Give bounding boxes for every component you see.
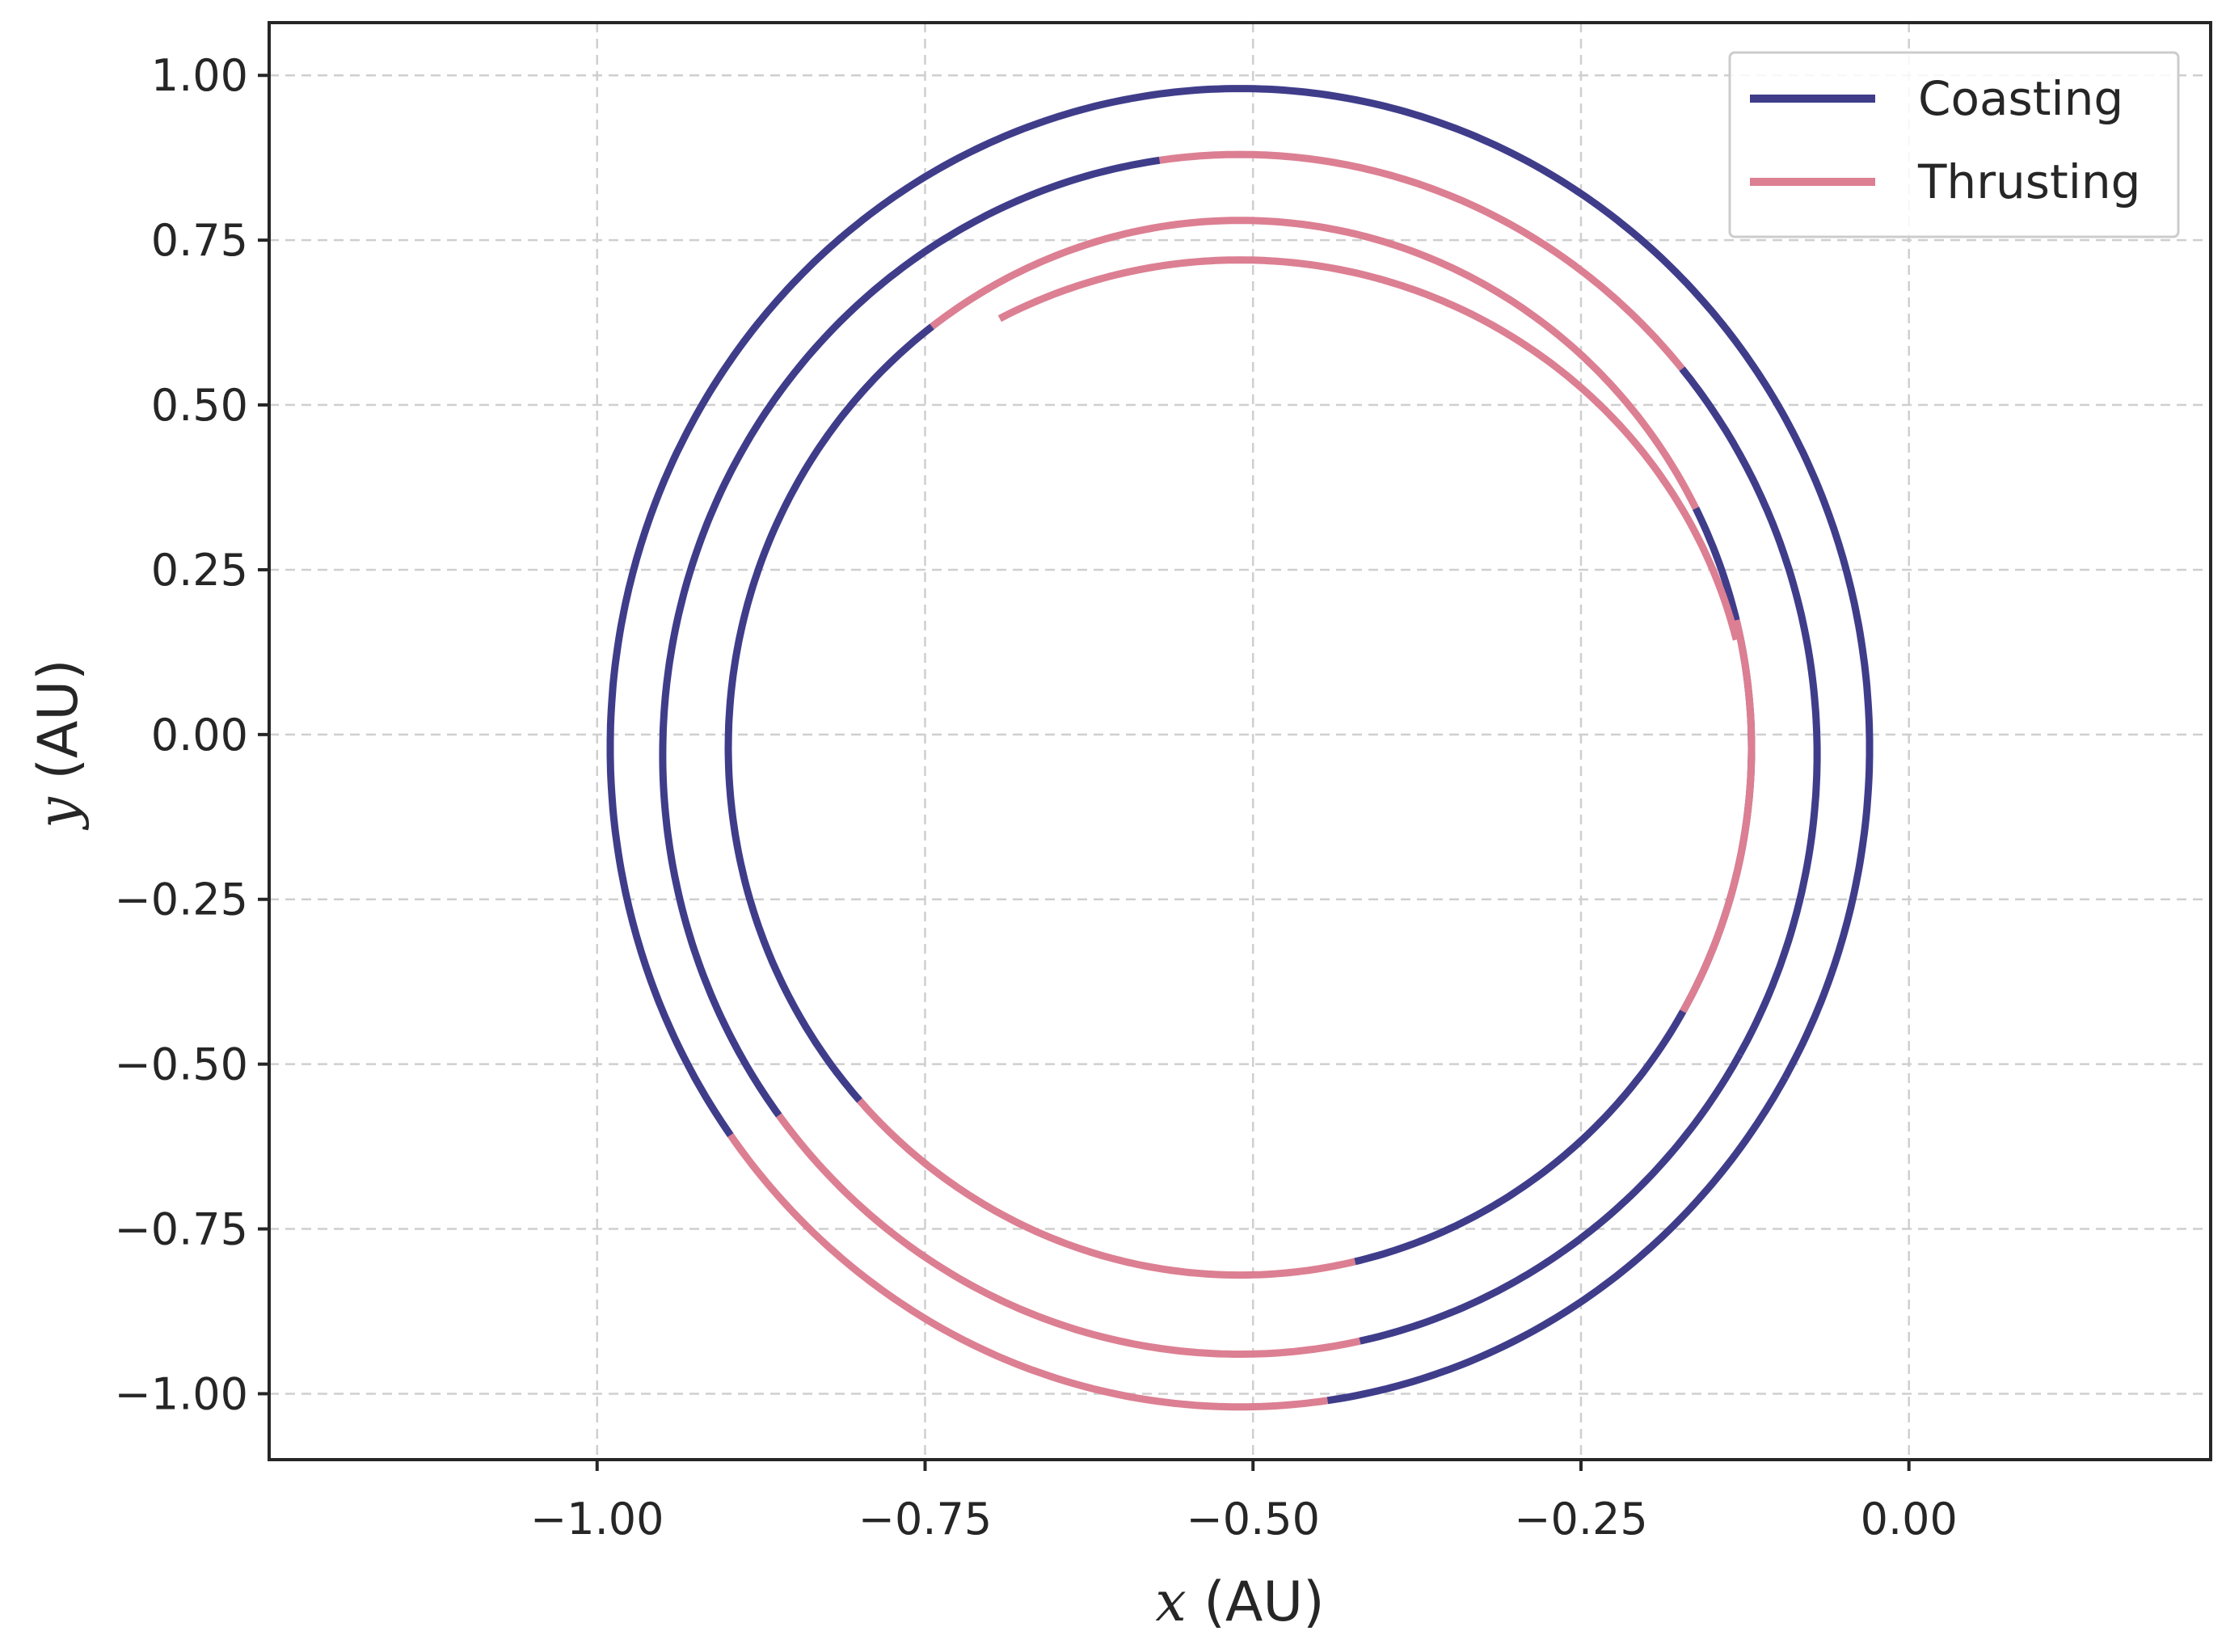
thrusting-segment <box>997 256 1740 641</box>
coasting-segment <box>724 323 934 1103</box>
y-tick-label: −1.00 <box>115 1368 248 1419</box>
thrusting-segment <box>1680 619 1756 1014</box>
x-axis-label: x (AU) <box>1155 1570 1324 1634</box>
y-axis-ticks: 1.00 0.75 0.50 0.25 0.00 −0.25 −0.50 −0.75 −1.00 <box>115 50 269 1419</box>
legend-label-coasting: Coasting <box>1918 71 2123 126</box>
trajectory-lines <box>606 85 1874 1411</box>
y-tick-label: 0.00 <box>151 710 248 761</box>
x-tick-label: −0.75 <box>858 1494 992 1545</box>
y-tick-label: 0.25 <box>151 545 248 596</box>
thrusting-segment <box>930 217 1700 510</box>
plot-frame <box>268 21 2212 1461</box>
grid <box>269 23 2211 1460</box>
x-tick-label: 0.00 <box>1861 1494 1958 1545</box>
y-tick-label: −0.50 <box>115 1039 248 1090</box>
x-tick-label: −1.00 <box>530 1494 664 1545</box>
thrusting-segment <box>727 1133 1329 1411</box>
coasting-segment <box>1240 85 1874 1080</box>
thrusting-segment <box>1159 150 1685 372</box>
coasting-segment <box>659 156 1161 1118</box>
y-tick-label: −0.25 <box>115 874 248 925</box>
coasting-segment <box>606 85 1240 1138</box>
y-tick-label: 0.50 <box>151 380 248 431</box>
coasting-segment <box>1326 1075 1789 1405</box>
y-axis-label: y (AU) <box>27 659 91 830</box>
x-axis-unit: (AU) <box>1187 1570 1325 1634</box>
x-tick-label: −0.50 <box>1186 1494 1319 1545</box>
legend: Coasting Thrusting <box>1728 51 2180 238</box>
y-axis-variable: y <box>27 796 91 831</box>
x-axis-variable: x <box>1155 1570 1186 1634</box>
legend-label-thrusting: Thrusting <box>1917 154 2140 209</box>
y-tick-label: 0.75 <box>151 215 248 266</box>
coasting-segment <box>1679 366 1821 1056</box>
y-tick-label: 1.00 <box>151 50 248 101</box>
thrusting-segment <box>776 1113 1361 1358</box>
y-tick-label: −0.75 <box>115 1204 248 1255</box>
coasting-segment <box>1359 1052 1743 1345</box>
y-axis-unit: (AU) <box>27 659 91 797</box>
coasting-segment <box>1354 1009 1687 1266</box>
x-tick-label: −0.25 <box>1514 1494 1647 1545</box>
x-axis-ticks: −1.00 −0.75 −0.50 −0.25 0.00 <box>530 1460 1958 1545</box>
thrusting-segment <box>857 1098 1356 1279</box>
